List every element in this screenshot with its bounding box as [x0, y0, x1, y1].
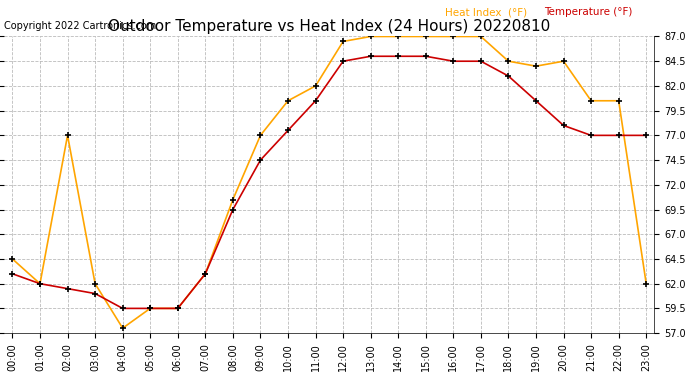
- Heat Index  (°F): [311, 84, 319, 88]
- Heat Index  (°F): [642, 281, 651, 286]
- Heat Index  (°F): [201, 272, 210, 276]
- Heat Index  (°F): [449, 34, 457, 39]
- Temperature (°F): [146, 306, 155, 310]
- Heat Index  (°F): [36, 281, 44, 286]
- Heat Index  (°F): [422, 34, 430, 39]
- Heat Index  (°F): [146, 306, 155, 310]
- Heat Index  (°F): [504, 59, 513, 63]
- Temperature (°F): [91, 291, 99, 296]
- Line: Temperature (°F): Temperature (°F): [9, 53, 650, 312]
- Heat Index  (°F): [394, 34, 402, 39]
- Temperature (°F): [642, 133, 651, 138]
- Temperature (°F): [174, 306, 182, 310]
- Temperature (°F): [63, 286, 72, 291]
- Temperature (°F): [560, 123, 568, 128]
- Heat Index  (°F): [63, 133, 72, 138]
- Heat Index  (°F): [256, 133, 264, 138]
- Heat Index  (°F): [339, 39, 347, 44]
- Temperature (°F): [36, 281, 44, 286]
- Heat Index  (°F): [560, 59, 568, 63]
- Line: Heat Index  (°F): Heat Index (°F): [9, 33, 650, 332]
- Temperature (°F): [339, 59, 347, 63]
- Temperature (°F): [504, 74, 513, 78]
- Temperature (°F): [422, 54, 430, 58]
- Heat Index  (°F): [587, 99, 595, 103]
- Temperature (°F): [587, 133, 595, 138]
- Title: Outdoor Temperature vs Heat Index (24 Hours) 20220810: Outdoor Temperature vs Heat Index (24 Ho…: [108, 19, 551, 34]
- Temperature (°F): [366, 54, 375, 58]
- Heat Index  (°F): [284, 99, 292, 103]
- Temperature (°F): [532, 99, 540, 103]
- Heat Index  (°F): [229, 197, 237, 202]
- Heat Index  (°F): [119, 326, 127, 330]
- Temperature (°F): [615, 133, 623, 138]
- Legend: Heat Index  (°F), Temperature (°F): Heat Index (°F), Temperature (°F): [427, 3, 636, 21]
- Heat Index  (°F): [615, 99, 623, 103]
- Temperature (°F): [477, 59, 485, 63]
- Temperature (°F): [119, 306, 127, 310]
- Temperature (°F): [8, 272, 17, 276]
- Heat Index  (°F): [366, 34, 375, 39]
- Temperature (°F): [449, 59, 457, 63]
- Temperature (°F): [311, 99, 319, 103]
- Heat Index  (°F): [532, 64, 540, 68]
- Temperature (°F): [394, 54, 402, 58]
- Text: Copyright 2022 Cartronics.com: Copyright 2022 Cartronics.com: [4, 21, 157, 31]
- Temperature (°F): [284, 128, 292, 133]
- Heat Index  (°F): [477, 34, 485, 39]
- Heat Index  (°F): [8, 257, 17, 261]
- Heat Index  (°F): [174, 306, 182, 310]
- Temperature (°F): [229, 207, 237, 212]
- Heat Index  (°F): [91, 281, 99, 286]
- Temperature (°F): [256, 158, 264, 162]
- Temperature (°F): [201, 272, 210, 276]
